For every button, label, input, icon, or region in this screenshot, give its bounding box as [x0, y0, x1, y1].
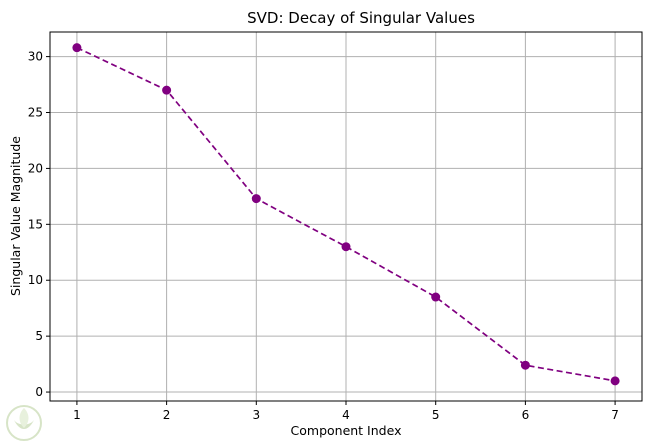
x-tick-label: 7 [611, 408, 619, 422]
y-tick-label: 10 [28, 273, 43, 287]
y-tick-label: 30 [28, 50, 43, 64]
y-tick-label: 25 [28, 106, 43, 120]
x-axis-label: Component Index [291, 423, 402, 438]
y-axis-label: Singular Value Magnitude [8, 136, 23, 296]
data-point-marker [610, 376, 620, 386]
data-point-marker [431, 292, 441, 302]
y-tick-label: 5 [35, 329, 43, 343]
data-point-marker [251, 194, 261, 204]
watermark-logo [6, 405, 42, 441]
x-tick-label: 5 [432, 408, 440, 422]
x-tick-label: 1 [73, 408, 81, 422]
axis-ticks: 1 2 3 4 5 6 7 0 5 10 15 20 25 30 [28, 50, 619, 422]
y-tick-label: 0 [35, 385, 43, 399]
y-tick-label: 15 [28, 217, 43, 231]
data-point-marker [162, 85, 172, 95]
plot-area-frame [49, 31, 643, 402]
x-tick-label: 4 [342, 408, 350, 422]
x-tick-label: 6 [522, 408, 530, 422]
data-point-marker [520, 360, 530, 370]
grid-lines [50, 32, 642, 401]
y-tick-label: 20 [28, 161, 43, 175]
data-point-marker [72, 43, 82, 53]
chart-title: SVD: Decay of Singular Values [247, 9, 475, 27]
series-group [72, 43, 620, 386]
x-tick-label: 2 [163, 408, 171, 422]
data-point-marker [341, 242, 351, 252]
x-tick-label: 3 [252, 408, 260, 422]
